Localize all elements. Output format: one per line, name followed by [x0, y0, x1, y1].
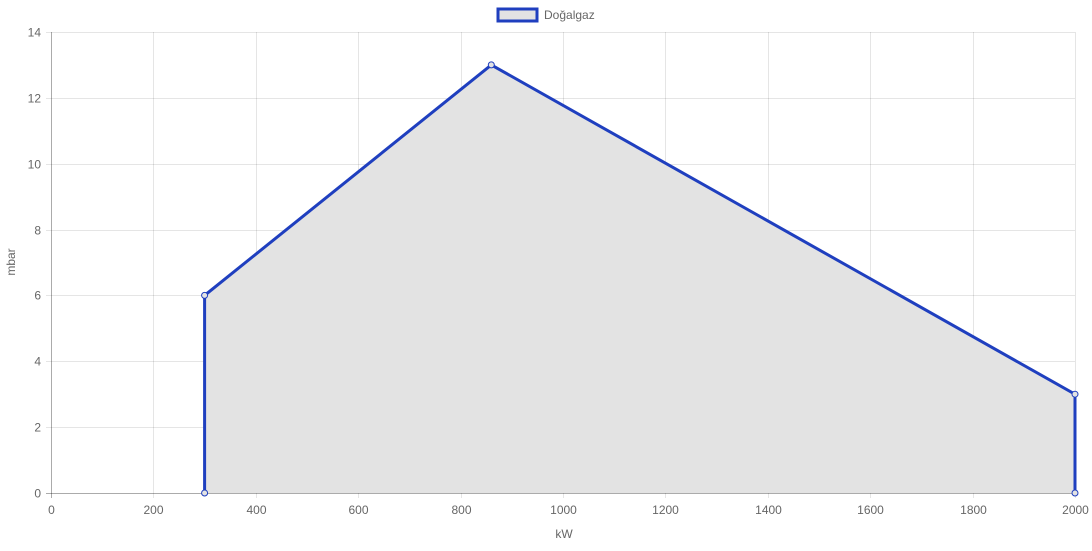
- y-axis-title: mbar: [4, 248, 18, 275]
- data-point[interactable]: [201, 489, 209, 497]
- x-axis-title: kW: [555, 527, 573, 541]
- y-tick-label: 10: [28, 158, 42, 172]
- legend-label-dogalgaz[interactable]: Doğalgaz: [544, 8, 595, 22]
- series-points-layer: [201, 61, 1079, 497]
- y-tick-label: 12: [28, 92, 42, 106]
- data-point[interactable]: [1071, 489, 1079, 497]
- series-area-layer: [204, 64, 1076, 494]
- x-tick-label: 600: [348, 503, 368, 517]
- x-tick-label: 1000: [550, 503, 577, 517]
- legend-swatch[interactable]: [496, 7, 539, 23]
- x-tick-label: 1600: [857, 503, 884, 517]
- y-tick-label: 8: [34, 224, 41, 238]
- y-tick-label: 0: [34, 487, 41, 501]
- legend[interactable]: Doğalgaz: [496, 7, 595, 23]
- x-tick-label: 1400: [755, 503, 782, 517]
- x-tick-label: 400: [246, 503, 266, 517]
- data-point[interactable]: [201, 291, 209, 299]
- x-tick-label: 0: [48, 503, 55, 517]
- axes: [46, 32, 1075, 498]
- y-tick-label: 2: [34, 421, 41, 435]
- x-tick-label: 2000: [1062, 503, 1089, 517]
- series-area-fill: [204, 64, 1076, 494]
- x-tick-label: 1800: [960, 503, 987, 517]
- tick-labels: 0 200 400 600 800 1000 1200 1400 1600 1800 2000 0 2 4…: [28, 26, 1090, 518]
- y-tick-label: 6: [34, 289, 41, 303]
- x-tick-label: 1200: [652, 503, 679, 517]
- data-point[interactable]: [487, 61, 495, 69]
- x-tick-label: 200: [143, 503, 163, 517]
- y-tick-label: 14: [28, 26, 42, 40]
- y-tick-label: 4: [34, 355, 41, 369]
- data-point[interactable]: [1071, 390, 1079, 398]
- x-tick-label: 800: [451, 503, 471, 517]
